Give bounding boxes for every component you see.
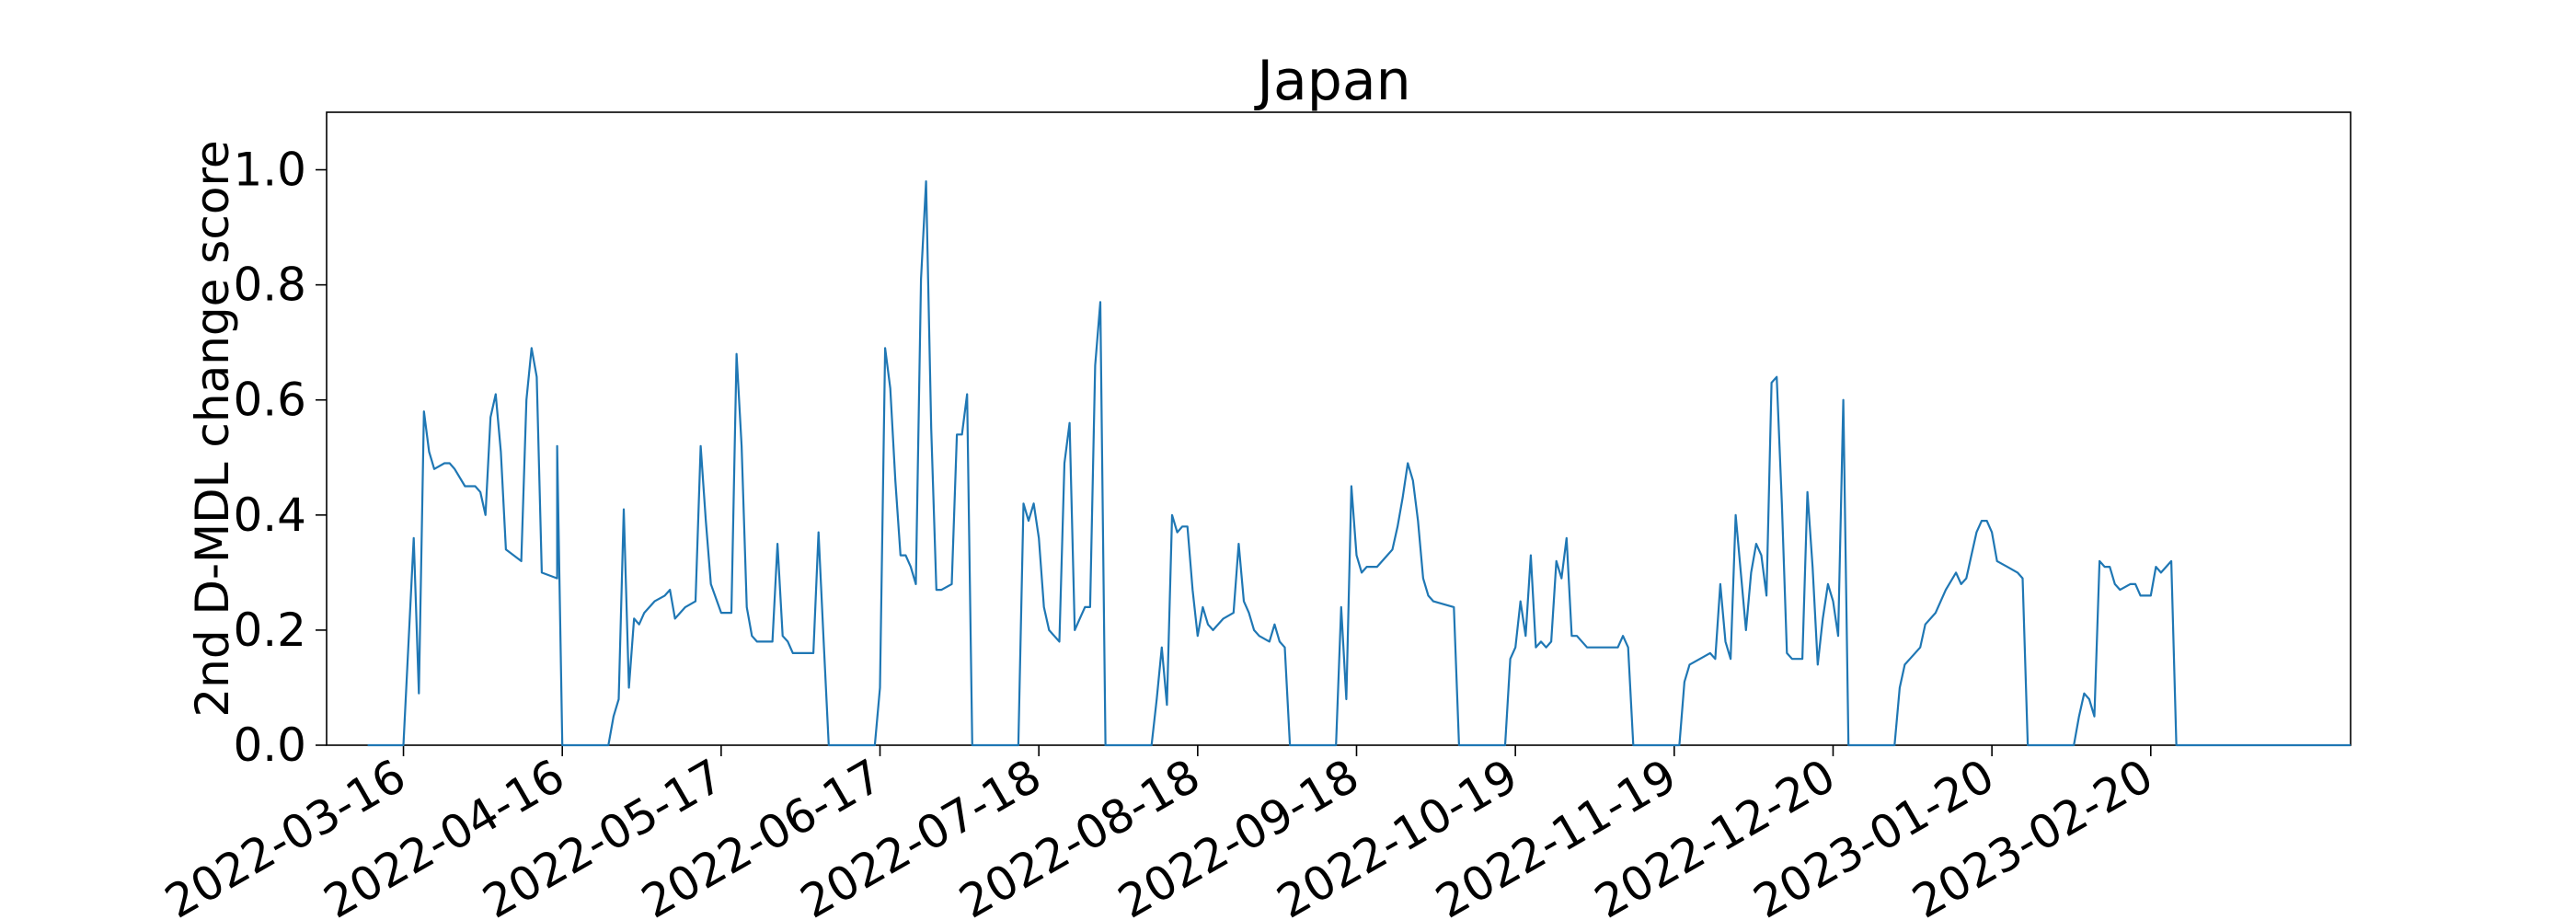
y-tick-label: 1.0 (233, 144, 306, 197)
y-axis: 0.0 0.2 0.4 0.6 0.8 1.0 (233, 144, 327, 772)
y-tick-label: 0.6 (233, 374, 306, 427)
y-tick-label: 0.2 (233, 604, 306, 657)
y-tick-label: 0.0 (233, 719, 306, 772)
series-line (367, 180, 2351, 747)
chart-title: Japan (1253, 49, 1410, 113)
x-axis: 2022-03-162022-04-162022-05-172022-06-17… (156, 745, 2162, 920)
y-tick-label: 0.4 (233, 489, 306, 542)
y-tick-label: 0.8 (233, 259, 306, 312)
y-axis-label: 2nd D-MDL change score (186, 140, 239, 717)
plot-area (326, 111, 2352, 746)
